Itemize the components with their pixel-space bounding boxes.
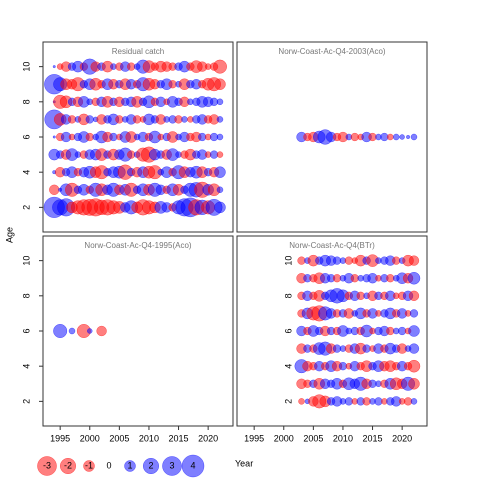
bubble <box>392 133 400 141</box>
panel-frame <box>236 235 428 427</box>
y-tick-label: 4 <box>283 364 293 369</box>
legend-label: 4 <box>190 460 195 470</box>
bubble <box>181 116 188 123</box>
y-tick-label: 2 <box>283 399 293 404</box>
bubble <box>216 133 224 141</box>
y-tick-label: 10 <box>283 256 293 266</box>
bubble <box>298 398 305 405</box>
y-tick-label: 6 <box>283 328 293 333</box>
bubble <box>52 135 56 139</box>
y-tick-label: 6 <box>21 328 31 333</box>
panel-title: Residual catch <box>112 47 164 56</box>
panel-title: Norw-Coast-Ac-Q4-1995(Aco) <box>84 241 191 250</box>
y-tick-label: 2 <box>21 399 31 404</box>
bubble <box>212 59 227 74</box>
bubble <box>410 398 418 405</box>
bubble <box>216 151 224 158</box>
legend-bubble <box>162 456 182 476</box>
bubble <box>96 325 107 337</box>
bubble <box>85 115 94 124</box>
legend-bubble <box>124 460 136 472</box>
bubble <box>399 134 405 140</box>
legend-bubble <box>181 454 205 478</box>
legend-bubble <box>37 456 57 476</box>
bubble <box>408 378 420 390</box>
y-tick-label: 10 <box>21 62 31 72</box>
bubble <box>387 133 394 141</box>
x-tick-label: 2000 <box>80 433 100 443</box>
bubble <box>68 327 76 335</box>
y-tick-label: 10 <box>21 256 31 266</box>
x-tick-label: 1995 <box>244 433 264 443</box>
x-tick-label: 2010 <box>139 433 159 443</box>
legend-label: 2 <box>148 460 153 470</box>
panel-title: Norw-Coast-Ac-Q4(BTr) <box>289 241 375 250</box>
legend-bubble <box>142 457 160 475</box>
y-axis-label: Age <box>4 227 14 243</box>
x-tick-label: 1995 <box>50 433 70 443</box>
x-tick-label: 2000 <box>274 433 294 443</box>
legend-label: -1 <box>85 460 93 470</box>
bubble <box>214 201 226 214</box>
y-tick-label: 2 <box>21 205 31 210</box>
x-tick-label: 2020 <box>392 433 412 443</box>
bubble <box>410 133 418 141</box>
x-tick-label: 2015 <box>169 433 189 443</box>
y-tick-label: 8 <box>21 99 31 104</box>
legend-bubble <box>83 460 95 472</box>
panel-title: Norw-Coast-Ac-Q4-2003(Aco) <box>278 47 385 56</box>
legend-label: 0 <box>106 460 111 470</box>
bubble <box>409 309 419 318</box>
x-tick-label: 2005 <box>303 433 323 443</box>
panel-frame <box>236 41 428 233</box>
legend-label: 3 <box>169 460 174 470</box>
bubble <box>407 359 421 373</box>
bubble <box>408 325 420 337</box>
legend-label: 1 <box>127 460 132 470</box>
y-tick-label: 8 <box>21 293 31 298</box>
legend-label: -3 <box>43 460 51 470</box>
bubble <box>87 328 93 334</box>
bubble <box>216 98 224 106</box>
bubble <box>49 184 60 195</box>
bubble <box>214 78 226 90</box>
bubble <box>216 186 224 194</box>
x-tick-label: 2020 <box>198 433 218 443</box>
y-tick-label: 4 <box>21 364 31 369</box>
x-tick-label: 2010 <box>333 433 353 443</box>
bubble <box>214 166 226 178</box>
x-tick-label: 2015 <box>363 433 383 443</box>
legend-bubble <box>59 457 77 475</box>
bubble <box>216 116 224 123</box>
y-tick-label: 8 <box>283 293 293 298</box>
bubble <box>52 65 56 69</box>
x-axis-label: Year <box>235 458 253 468</box>
bubble <box>406 135 411 139</box>
bubble <box>408 255 420 266</box>
y-tick-label: 4 <box>21 170 31 175</box>
bubble <box>53 324 68 338</box>
y-tick-label: 6 <box>21 134 31 139</box>
bubble <box>408 343 420 354</box>
x-tick-label: 2005 <box>109 433 129 443</box>
legend-label: -2 <box>64 460 72 470</box>
bubble <box>408 290 420 301</box>
bubble <box>407 271 421 285</box>
